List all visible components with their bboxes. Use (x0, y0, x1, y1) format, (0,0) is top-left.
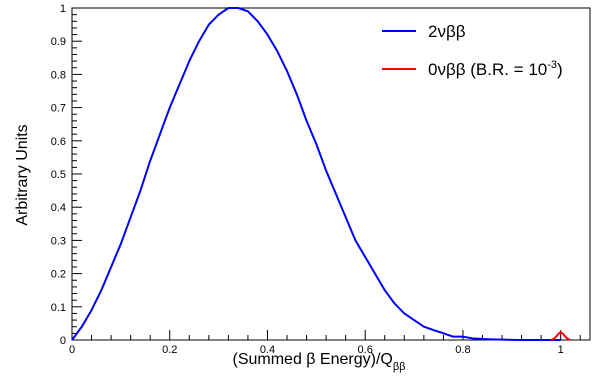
series-line-1 (550, 331, 571, 341)
x-axis-title: (Summed β Energy)/Qββ (232, 351, 405, 373)
y-tick-label: 0.1 (51, 302, 66, 314)
y-tick-label: 0.3 (51, 235, 66, 247)
y-tick-label: 0.6 (51, 136, 66, 148)
x-tick-label: 0.2 (162, 344, 177, 356)
y-axis-title: Arbitrary Units (14, 124, 31, 225)
y-tick-label: 0.2 (51, 269, 66, 281)
legend-label-0nu-sup: -3 (547, 59, 557, 71)
y-tick-label: 1 (60, 3, 66, 15)
x-tick-label: 0.6 (358, 344, 373, 356)
y-tick-label: 0.5 (51, 169, 66, 181)
legend-label-2nu: 2νββ (428, 22, 466, 41)
x-tick-label: 0.4 (260, 344, 275, 356)
x-axis-title-subscript: ββ (393, 361, 406, 373)
y-tick-label: 0.4 (51, 202, 66, 214)
y-tick-label: 0.9 (51, 36, 66, 48)
x-axis-title-main: (Summed β Energy)/Q (232, 351, 392, 368)
plot-frame (71, 7, 591, 341)
x-tick-label: 1 (558, 344, 564, 356)
series-layer (71, 7, 571, 341)
y-tick-label: 0 (60, 335, 66, 347)
legend-label-0nu: 0νββ (B.R. = 10-3) (428, 59, 563, 79)
y-tick-label: 0.7 (51, 103, 66, 115)
legend-label-0nu-suffix: ) (557, 60, 563, 79)
y-axis-ticks: 0 0.1 0.2 0.3 0.4 0.5 0.6 0.7 0.8 0.9 1 (51, 3, 82, 347)
series-line-0 (71, 7, 561, 341)
x-tick-label: 0.8 (455, 344, 470, 356)
legend-label-0nu-main: 0νββ (B.R. = 10 (428, 60, 547, 79)
x-tick-label: 0 (69, 344, 75, 356)
legend: 2νββ 0νββ (B.R. = 10-3) (382, 22, 563, 79)
y-tick-label: 0.8 (51, 69, 66, 81)
